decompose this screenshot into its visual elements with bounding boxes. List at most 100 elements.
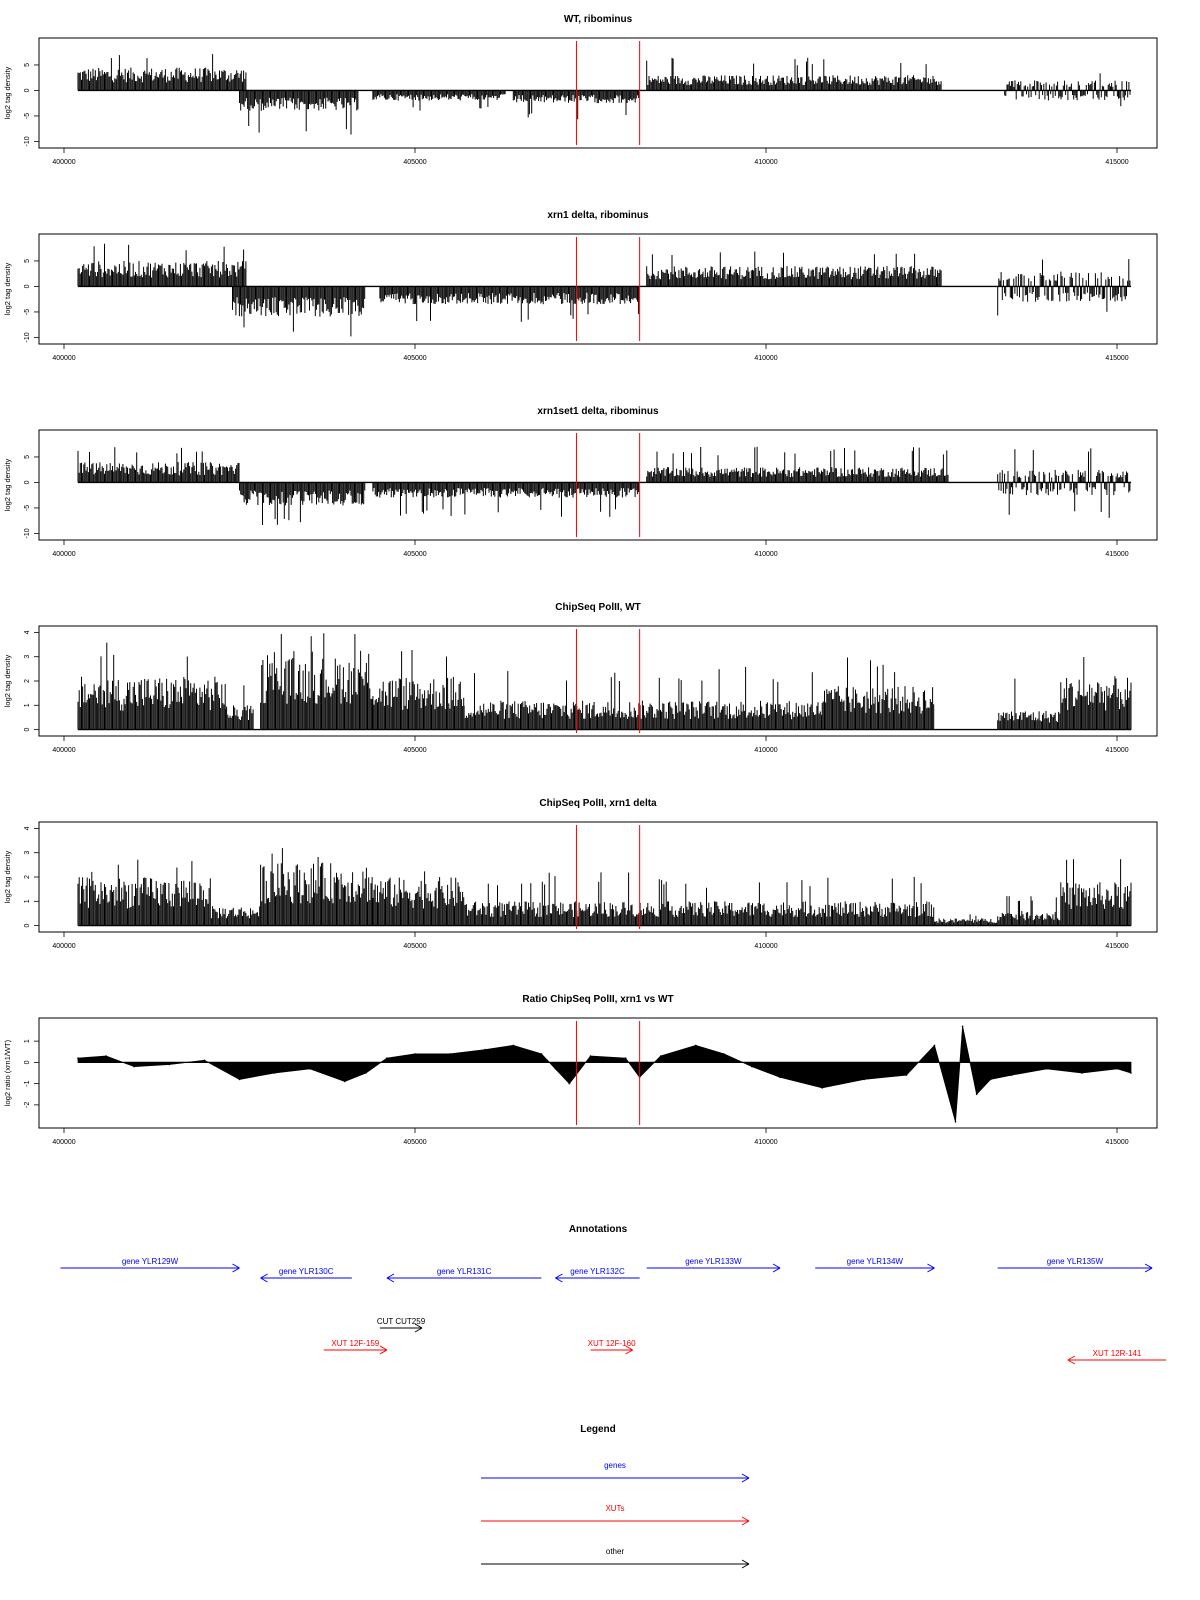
y-tick-label: 3 — [24, 655, 31, 659]
legend-label: XUTs — [605, 1504, 624, 1513]
annotation-genes: gene YLR135W — [997, 1257, 1153, 1273]
y-axis-label: log2 tag density — [3, 458, 12, 511]
data-point — [933, 1044, 936, 1047]
arrow-head — [1144, 1263, 1153, 1269]
plot-frame — [38, 1017, 1158, 1129]
data-point — [568, 1082, 571, 1085]
annotation-label: gene YLR131C — [437, 1267, 492, 1276]
x-tick-label: 415000 — [1105, 159, 1128, 166]
x-tick-label: 405000 — [403, 159, 426, 166]
x-tick-label: 415000 — [1105, 943, 1128, 950]
annotation-label: XUT 12F-159 — [331, 1339, 379, 1348]
arrow-head — [1144, 1267, 1153, 1273]
annotation-label: gene YLR134W — [847, 1257, 904, 1266]
y-axis-label: log2 tag density — [3, 850, 12, 903]
arrow-head — [625, 1349, 633, 1355]
chart-panel-1: xrn1 delta, ribominus log2 tag density -10… — [3, 210, 1158, 362]
annotation-other: CUT CUT259 — [377, 1317, 426, 1333]
data-point — [989, 1078, 992, 1081]
arrow-head — [555, 1277, 563, 1283]
chart-panel-2: xrn1set1 delta, ribominus log2 tag densit… — [3, 406, 1158, 558]
signal-bars — [77, 243, 1131, 337]
data-point — [659, 1055, 662, 1057]
x-tick-label: 410000 — [754, 551, 777, 558]
annotation-genes: gene YLR134W — [815, 1257, 935, 1273]
x-tick-label: 410000 — [754, 943, 777, 950]
x-tick-label: 410000 — [754, 159, 777, 166]
y-tick-label: 4 — [24, 630, 31, 634]
arrow-head — [260, 1273, 268, 1279]
annotations-title: Annotations — [569, 1224, 628, 1235]
arrow-head — [772, 1267, 781, 1273]
data-point — [863, 1078, 866, 1081]
data-point — [751, 1065, 753, 1068]
data-point — [695, 1044, 697, 1047]
plot-frame — [38, 37, 1158, 149]
legend-entry: XUTs — [481, 1504, 750, 1526]
chart-title: WT, ribominus — [564, 14, 633, 25]
legend-panel: Legend genes XUTs other — [481, 1424, 750, 1569]
annotation-XUTs: XUT 12R-141 — [1067, 1349, 1167, 1365]
annotation-genes: gene YLR130C — [260, 1267, 352, 1283]
arrow-head — [741, 1520, 750, 1526]
signal-bars — [77, 446, 1131, 525]
x-tick-label: 400000 — [52, 159, 75, 166]
plot-frame — [38, 429, 1158, 541]
annotation-XUTs: XUT 12F-159 — [323, 1339, 388, 1355]
data-point — [105, 1055, 107, 1057]
y-tick-label: -10 — [24, 332, 31, 342]
y-tick-label: 5 — [24, 63, 31, 67]
data-point — [1116, 1068, 1118, 1070]
y-tick-label: -10 — [24, 136, 31, 146]
data-point — [1046, 1068, 1048, 1070]
legend-entry: other — [481, 1547, 750, 1569]
chart-panel-3: ChipSeq PolII, WT log2 tag density 0 1 2 3 4 40… — [3, 602, 1158, 754]
chart-panel-5: Ratio ChipSeq PolII, xrn1 vs WT log2 rati… — [3, 994, 1158, 1146]
arrow-head — [741, 1559, 750, 1565]
data-point — [365, 1072, 367, 1074]
data-point — [484, 1048, 487, 1051]
arrow-head — [772, 1263, 781, 1269]
y-tick-label: -5 — [24, 505, 31, 511]
data-point — [554, 1068, 557, 1070]
x-tick-label: 405000 — [403, 943, 426, 950]
annotation-XUTs: XUT 12F-160 — [588, 1339, 636, 1355]
x-tick-label: 405000 — [403, 551, 426, 558]
data-point — [168, 1063, 171, 1066]
arrow-head — [386, 1277, 395, 1283]
chart-title: Ratio ChipSeq PolII, xrn1 vs WT — [522, 994, 673, 1005]
arrow-head — [625, 1345, 633, 1351]
chart-panel-0: WT, ribominus log2 tag density -10 -5 0 5 4000… — [3, 14, 1158, 166]
x-tick-label: 405000 — [403, 355, 426, 362]
data-point — [1010, 1074, 1013, 1076]
signal-bars — [77, 848, 1132, 926]
annotation-label: gene YLR133W — [685, 1257, 742, 1266]
arrow-head — [1067, 1355, 1076, 1361]
data-point — [77, 1057, 79, 1059]
y-tick-label: -10 — [24, 528, 31, 538]
y-axis-label: log2 tag density — [3, 66, 12, 119]
x-tick-label: 410000 — [754, 355, 777, 362]
legend-title: Legend — [580, 1424, 616, 1435]
annotation-label: gene YLR130C — [279, 1267, 334, 1276]
arrow-head — [741, 1516, 750, 1522]
data-point — [449, 1053, 451, 1055]
x-tick-label: 400000 — [52, 943, 75, 950]
y-tick-label: 4 — [24, 826, 31, 830]
arrow-head — [555, 1273, 563, 1279]
x-tick-label: 405000 — [403, 1139, 426, 1146]
y-tick-label: 0 — [24, 88, 31, 92]
chart-title: ChipSeq PolII, xrn1 delta — [539, 798, 657, 809]
data-point — [954, 1121, 957, 1123]
y-tick-label: -5 — [24, 309, 31, 315]
y-tick-label: -1 — [24, 1080, 31, 1086]
x-tick-label: 400000 — [52, 551, 75, 558]
chart-title: ChipSeq PolII, WT — [555, 602, 641, 613]
legend-label: genes — [604, 1461, 626, 1470]
data-point — [589, 1055, 592, 1057]
data-point — [821, 1087, 823, 1089]
arrow-head — [414, 1327, 423, 1333]
y-tick-label: 0 — [24, 480, 31, 484]
legend-entry: genes — [481, 1461, 750, 1483]
arrow-head — [260, 1277, 268, 1283]
